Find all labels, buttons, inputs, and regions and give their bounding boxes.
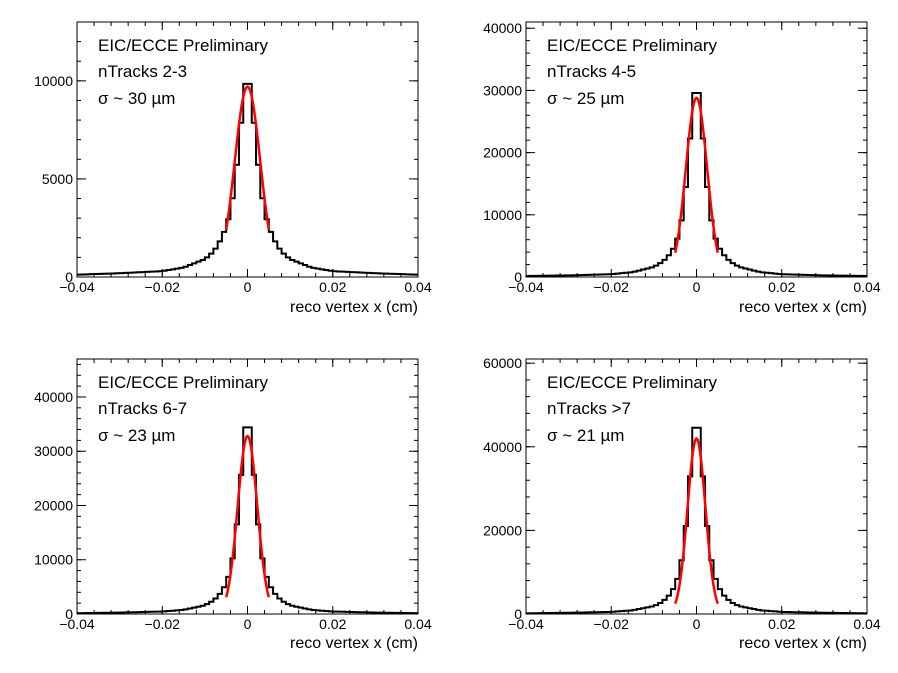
y-tick-label: 10000	[34, 73, 73, 89]
x-tick-label: −0.02	[594, 616, 630, 632]
plot-frame	[76, 358, 419, 615]
x-axis-label: reco vertex x (cm)	[739, 635, 867, 652]
x-tick-label: −0.02	[145, 279, 181, 295]
annotation-label: EIC/ECCE Preliminary	[547, 36, 718, 55]
annotation-label: EIC/ECCE Preliminary	[98, 373, 269, 392]
y-tick-label: 30000	[34, 443, 73, 459]
plot-frame	[525, 358, 868, 615]
x-tick-label: 0	[693, 616, 701, 632]
y-tick-label: 20000	[34, 497, 73, 513]
chart-marks-layer: −0.04 −0.02 0 0.02 0.04 0 5000 10000 −0.04 −0.02 0…	[34, 20, 881, 632]
gaussian-fit-curve	[224, 434, 271, 598]
y-tick-label: 0	[65, 606, 73, 622]
x-tick-label: −0.04	[59, 616, 95, 632]
chart-2-marks: −0.04 −0.02 0 0.02 0.04 0 10000 20000 30000 40000	[483, 20, 881, 295]
y-tick-label: 10000	[34, 552, 73, 568]
y-tick-label: 20000	[483, 522, 522, 538]
y-tick-label: 40000	[483, 439, 522, 455]
y-tick-label: 20000	[483, 145, 522, 161]
y-tick-label: 0	[514, 269, 522, 285]
histogram-line	[526, 92, 867, 277]
annotation-label: σ ~ 25 µm	[547, 89, 624, 108]
x-tick-label: 0.04	[404, 279, 431, 295]
annotation-label: EIC/ECCE Preliminary	[547, 373, 718, 392]
y-tick-label: 40000	[34, 389, 73, 405]
x-axis-label: reco vertex x (cm)	[290, 635, 418, 652]
x-tick-label: 0.02	[319, 279, 346, 295]
plot-frame	[76, 21, 419, 278]
annotation-label: σ ~ 30 µm	[98, 89, 175, 108]
y-tick-label: 60000	[483, 355, 522, 371]
x-tick-label: 0.02	[319, 616, 346, 632]
chart-panel: EIC/ECCE Preliminary nTracks 4-5 σ ~ 25 …	[525, 21, 868, 316]
x-tick-label: 0	[244, 279, 252, 295]
y-tick-label: 10000	[483, 207, 522, 223]
x-tick-label: 0.04	[853, 279, 880, 295]
chart-4-marks: −0.04 −0.02 0 0.02 0.04 0 20000 40000 60000	[483, 355, 881, 632]
x-tick-label: −0.02	[145, 616, 181, 632]
annotation-label: nTracks >7	[547, 399, 631, 418]
annotation-label: σ ~ 21 µm	[547, 426, 624, 445]
x-tick-label: −0.04	[508, 279, 544, 295]
chart-1-marks: −0.04 −0.02 0 0.02 0.04 0 5000 10000	[34, 21, 432, 295]
x-tick-label: −0.04	[508, 616, 544, 632]
x-tick-label: −0.04	[59, 279, 95, 295]
annotation-label: EIC/ECCE Preliminary	[98, 36, 269, 55]
x-tick-label: 0.04	[853, 616, 880, 632]
x-tick-label: 0.02	[768, 279, 795, 295]
x-tick-label: 0.02	[768, 616, 795, 632]
chart-panel: EIC/ECCE Preliminary nTracks >7 σ ~ 21 µ…	[525, 358, 868, 652]
x-tick-label: −0.02	[594, 279, 630, 295]
chart-3-marks: −0.04 −0.02 0 0.02 0.04 0 10000 20000 30000 40000	[34, 359, 432, 632]
annotation-label: nTracks 6-7	[98, 399, 187, 418]
gaussian-fit-curve	[674, 436, 719, 605]
x-axis-label: reco vertex x (cm)	[739, 299, 867, 316]
gaussian-fit-curve	[224, 85, 271, 230]
histogram-line	[526, 426, 867, 615]
y-tick-label: 0	[514, 606, 522, 622]
annotation-label: nTracks 4-5	[547, 62, 636, 81]
histogram-line	[77, 426, 418, 615]
annotation-label: nTracks 2-3	[98, 62, 187, 81]
x-tick-label: 0	[693, 279, 701, 295]
x-tick-label: 0.04	[404, 616, 431, 632]
y-tick-label: 40000	[483, 20, 522, 36]
y-tick-label: 30000	[483, 82, 522, 98]
histogram-line	[77, 82, 418, 276]
plot-frame	[525, 21, 868, 278]
x-axis-label: reco vertex x (cm)	[290, 299, 418, 316]
gaussian-fit-curve	[673, 96, 720, 254]
annotation-label: σ ~ 23 µm	[98, 426, 175, 445]
chart-panel: EIC/ECCE Preliminary nTracks 6-7 σ ~ 23 …	[76, 358, 419, 652]
chart-panel: EIC/ECCE Preliminary nTracks 2-3 σ ~ 30 …	[76, 21, 419, 316]
y-tick-label: 0	[65, 269, 73, 285]
y-tick-label: 5000	[42, 171, 73, 187]
x-tick-label: 0	[244, 616, 252, 632]
